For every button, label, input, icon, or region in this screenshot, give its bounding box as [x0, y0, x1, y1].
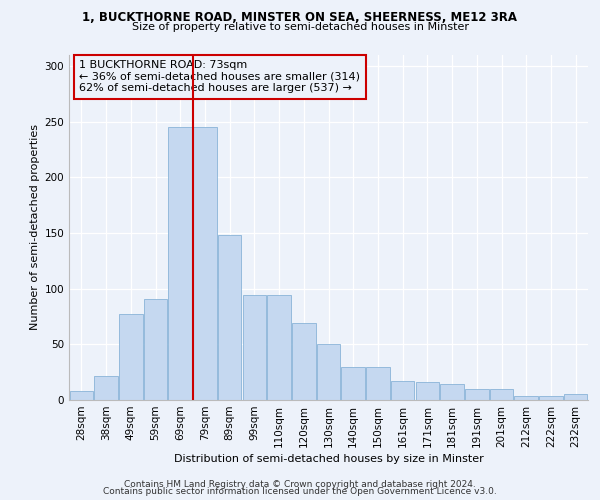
Bar — [440, 384, 464, 400]
Bar — [193, 128, 217, 400]
Bar — [169, 128, 192, 400]
Bar — [218, 236, 241, 400]
Text: Size of property relative to semi-detached houses in Minster: Size of property relative to semi-detach… — [131, 22, 469, 32]
Bar — [70, 391, 93, 400]
Text: Contains public sector information licensed under the Open Government Licence v3: Contains public sector information licen… — [103, 487, 497, 496]
Bar — [416, 382, 439, 400]
X-axis label: Distribution of semi-detached houses by size in Minster: Distribution of semi-detached houses by … — [173, 454, 484, 464]
Text: Contains HM Land Registry data © Crown copyright and database right 2024.: Contains HM Land Registry data © Crown c… — [124, 480, 476, 489]
Bar — [242, 296, 266, 400]
Bar — [539, 396, 563, 400]
Bar — [514, 396, 538, 400]
Bar — [94, 376, 118, 400]
Bar — [292, 323, 316, 400]
Text: 1, BUCKTHORNE ROAD, MINSTER ON SEA, SHEERNESS, ME12 3RA: 1, BUCKTHORNE ROAD, MINSTER ON SEA, SHEE… — [83, 11, 517, 24]
Bar — [341, 366, 365, 400]
Bar — [268, 296, 291, 400]
Bar — [391, 381, 415, 400]
Y-axis label: Number of semi-detached properties: Number of semi-detached properties — [30, 124, 40, 330]
Bar — [465, 389, 488, 400]
Bar — [317, 344, 340, 400]
Text: 1 BUCKTHORNE ROAD: 73sqm
← 36% of semi-detached houses are smaller (314)
62% of : 1 BUCKTHORNE ROAD: 73sqm ← 36% of semi-d… — [79, 60, 361, 94]
Bar — [144, 298, 167, 400]
Bar — [366, 366, 389, 400]
Bar — [490, 389, 513, 400]
Bar — [564, 394, 587, 400]
Bar — [119, 314, 143, 400]
